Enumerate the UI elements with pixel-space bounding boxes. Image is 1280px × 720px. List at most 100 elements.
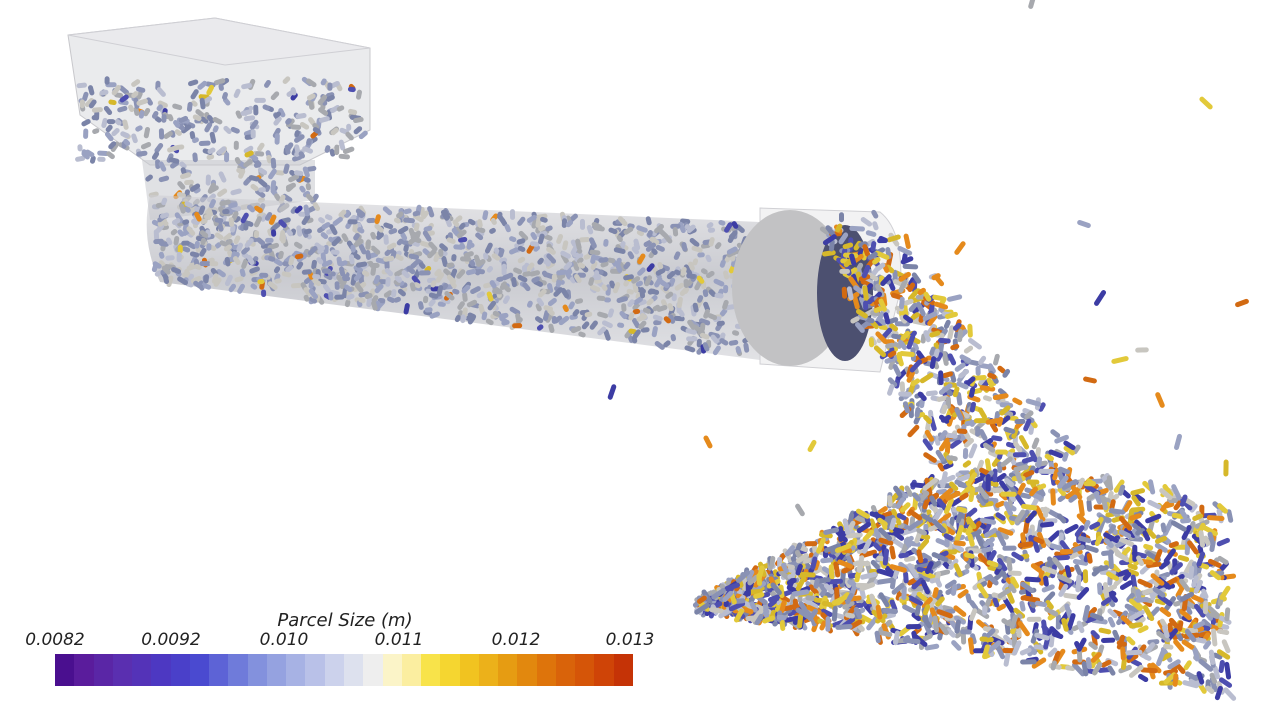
particle [686, 224, 696, 234]
particle [950, 343, 960, 351]
particle [1118, 484, 1126, 496]
particle [1128, 609, 1145, 622]
particle [939, 437, 950, 452]
particle [584, 311, 593, 318]
particle [627, 299, 635, 307]
particle [268, 168, 277, 180]
particle [1108, 551, 1114, 570]
particle [106, 151, 115, 160]
particle [692, 258, 699, 266]
particle [995, 449, 1009, 455]
particle [1041, 565, 1058, 575]
particle [393, 217, 401, 224]
particle [916, 301, 926, 317]
particle [1002, 545, 1017, 551]
particle [383, 255, 395, 262]
particle [522, 271, 532, 277]
particle [816, 537, 826, 554]
color-scale-swatch [440, 654, 460, 686]
particle [89, 155, 96, 164]
particle [155, 223, 165, 234]
particle [273, 266, 281, 274]
particle [987, 363, 996, 374]
particle [264, 212, 273, 221]
particle [259, 272, 269, 278]
particle [1201, 588, 1209, 600]
particle [749, 601, 758, 613]
particle [266, 154, 273, 164]
particle [1084, 544, 1099, 553]
particle [397, 288, 406, 297]
particle [770, 582, 782, 596]
particle [797, 613, 804, 629]
particle [332, 216, 343, 226]
color-scale-swatch [594, 654, 614, 686]
particle [374, 214, 381, 225]
particle [200, 218, 208, 225]
particle [999, 405, 1011, 416]
particle [192, 137, 199, 144]
particle [1018, 509, 1030, 523]
particle [546, 253, 557, 264]
particle [423, 225, 433, 232]
particle [1142, 604, 1155, 622]
particle [204, 122, 213, 133]
particle [408, 253, 420, 260]
particle [857, 542, 868, 550]
particle [937, 512, 952, 525]
particle [889, 545, 896, 560]
particle [886, 234, 901, 243]
particle [862, 285, 869, 302]
particle [1173, 639, 1185, 652]
particle [370, 245, 381, 255]
particle [1020, 659, 1037, 665]
particle [120, 131, 130, 139]
particle [194, 240, 200, 249]
particle [1058, 583, 1069, 597]
particle [387, 296, 396, 303]
particle [984, 458, 992, 473]
particle [1050, 488, 1056, 506]
particle [1023, 470, 1035, 478]
particle [959, 354, 972, 363]
particle [223, 244, 233, 252]
particle [833, 561, 841, 578]
particle [921, 616, 932, 629]
particle [76, 82, 87, 89]
particle [478, 303, 485, 315]
particle [441, 282, 449, 291]
particle [241, 246, 250, 255]
legend-tick-label: 0.010 [259, 630, 309, 650]
particle [1021, 503, 1038, 511]
particle [1119, 537, 1135, 547]
particle [294, 205, 303, 214]
particle [1196, 671, 1205, 685]
particle [383, 290, 393, 298]
particle [1089, 612, 1104, 622]
particle [339, 266, 346, 277]
particle [192, 114, 202, 122]
particle [182, 219, 190, 225]
particle [877, 629, 893, 638]
particle [286, 88, 296, 97]
particle [122, 119, 129, 130]
particle [932, 587, 939, 599]
color-scale-swatch [132, 654, 152, 686]
particle [1159, 501, 1170, 512]
particle [272, 127, 281, 139]
particle [176, 251, 182, 263]
particle [358, 130, 368, 140]
particle [370, 266, 377, 276]
particle [646, 263, 655, 272]
particle [190, 275, 202, 284]
particle [781, 603, 800, 612]
particle [1031, 657, 1047, 669]
particle [264, 79, 271, 88]
particle [197, 80, 208, 90]
particle [347, 219, 358, 225]
particle [403, 217, 415, 224]
particle [509, 247, 519, 255]
particle [104, 76, 110, 85]
particle [1168, 541, 1179, 549]
particle [1009, 614, 1019, 629]
